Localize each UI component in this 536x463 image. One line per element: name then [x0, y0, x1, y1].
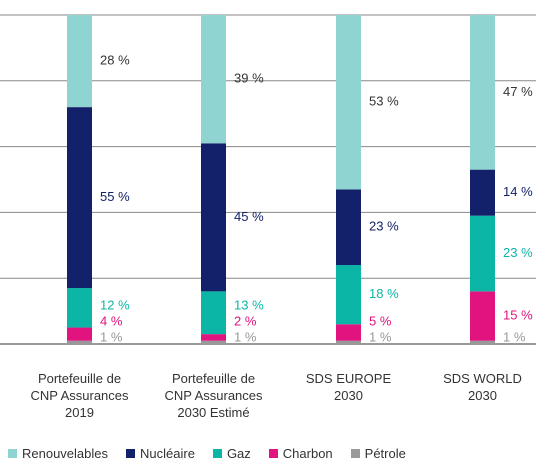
bar-segment [336, 15, 361, 190]
value-label: 13 % [234, 297, 264, 312]
value-label: 55 % [100, 189, 130, 204]
value-label: 5 % [369, 313, 392, 328]
x-tick-label: SDS EUROPE 2030 [305, 371, 392, 403]
bar-segment [201, 143, 226, 292]
bar-segment [470, 15, 495, 170]
legend-item: Pétrole [350, 446, 406, 461]
legend-label: Pétrole [364, 446, 406, 461]
legend-label: Gaz [226, 446, 251, 461]
bar-segment [336, 265, 361, 325]
legend-swatch [268, 449, 278, 458]
value-label: 12 % [100, 297, 130, 312]
legend-label: Renouvelables [22, 446, 109, 461]
value-label: 53 % [369, 94, 399, 109]
x-tick-label: Portefeuille de CNP Assurances 2030 Esti… [164, 371, 263, 420]
legend-label: Nucléaire [140, 446, 195, 461]
legend-item: Charbon [268, 446, 333, 461]
value-label: 47 % [503, 84, 533, 99]
legend-swatch [350, 449, 360, 458]
value-label: 1 % [503, 329, 526, 344]
legend-swatch [212, 449, 222, 458]
bar-segment [201, 15, 226, 144]
bar-segment [67, 340, 92, 344]
bar-segment [201, 340, 226, 344]
value-label: 45 % [234, 209, 264, 224]
value-label: 2 % [234, 313, 257, 328]
bar-segment [67, 107, 92, 289]
bar-segment [201, 291, 226, 335]
legend: Renouvelables Nucléaire Gaz Charbon Pétrole [8, 446, 536, 461]
legend-item: Gaz [212, 446, 251, 461]
value-label: 18 % [369, 286, 399, 301]
value-label: 39 % [234, 71, 264, 86]
bar-segment [470, 169, 495, 216]
bar-segment [470, 291, 495, 341]
value-label: 23 % [503, 245, 533, 260]
value-label: 28 % [100, 52, 130, 67]
bar-segment [67, 15, 92, 108]
value-label: 1 % [234, 329, 257, 344]
x-tick-label: SDS WORLD 2030 [443, 371, 522, 403]
bar-segment [336, 324, 361, 341]
bar-segment [470, 340, 495, 344]
value-label: 23 % [369, 219, 399, 234]
value-label: 1 % [369, 329, 392, 344]
legend-item: Nucléaire [126, 446, 195, 461]
legend-swatch [8, 449, 17, 458]
legend-swatch [126, 449, 136, 458]
plot: 1 %4 %12 %55 %28 %1 %2 %13 %45 %39 %1 %5… [0, 14, 536, 345]
bar-segment [67, 327, 92, 341]
bar-segment [336, 340, 361, 344]
value-label: 4 % [100, 313, 123, 328]
bar-segment [470, 215, 495, 292]
value-label: 1 % [100, 329, 123, 344]
value-label: 15 % [503, 307, 533, 322]
bar-segment [67, 288, 92, 328]
x-tick-label: Portefeuille de CNP Assurances 2019 [30, 371, 129, 420]
bar-segment [336, 189, 361, 266]
value-label: 14 % [503, 184, 533, 199]
bar-segment [201, 334, 226, 341]
legend-label: Charbon [282, 446, 333, 461]
legend-item: Renouvelables [8, 446, 108, 461]
